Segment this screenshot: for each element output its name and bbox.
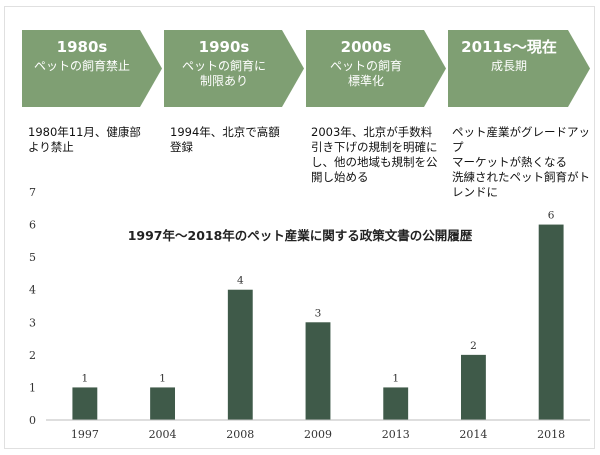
phase-arrow-1980s: 1980s ペットの飼育禁止 [22, 30, 162, 107]
x-tick-label-2013: 2013 [382, 428, 410, 441]
phase-arrow-2011s: 2011s〜現在 成長期 [448, 30, 590, 107]
bar-2014 [460, 354, 486, 420]
phase-note-1990s: 1994年、北京で高額 登録 [170, 125, 280, 154]
bar-2018 [538, 224, 564, 420]
data-label-2014: 2 [470, 340, 477, 352]
data-label-2013: 1 [392, 372, 399, 384]
phase-note-1980s: 1980年11月、健康部 より禁止 [28, 125, 141, 154]
y-axis: 0 1 2 3 4 5 6 7 [29, 186, 36, 427]
y-tick-label: 6 [29, 219, 36, 232]
phase-policy: ペットの飼育禁止 [33, 59, 130, 73]
y-tick-label: 2 [29, 349, 36, 362]
x-tick-label-2009: 2009 [304, 428, 332, 441]
y-tick-label: 1 [29, 381, 36, 394]
phase-period: 1980s [56, 38, 108, 56]
bar-1997 [72, 387, 98, 420]
x-tick-label-2008: 2008 [226, 428, 254, 441]
phase-period: 2011s〜現在 [461, 38, 557, 56]
data-label-2009: 3 [315, 307, 322, 319]
x-tick-label-2014: 2014 [459, 428, 487, 441]
x-tick-label-2004: 2004 [149, 428, 177, 441]
x-tick-label-1997: 1997 [71, 428, 99, 441]
bar-2004 [150, 387, 176, 420]
y-tick-label: 0 [29, 414, 36, 427]
bars [72, 224, 564, 420]
data-label-2008: 4 [237, 275, 244, 287]
bar-2009 [305, 322, 331, 420]
y-tick-label: 5 [29, 251, 36, 264]
phase-policy: 成長期 [490, 59, 527, 73]
data-label-2018: 6 [548, 210, 555, 222]
bar-2013 [383, 387, 409, 420]
content-frame [4, 6, 595, 449]
data-label-2004: 1 [159, 372, 166, 384]
chart-title: 1997年〜2018年のペット産業に関する政策文書の公開履歴 [128, 228, 473, 243]
x-tick-label-2018: 2018 [537, 428, 565, 441]
policy-timeline: 1980s ペットの飼育禁止 1990s ペットの飼育に 制限あり 2000s … [0, 0, 600, 199]
policy-documents-bar-chart: 1997年〜2018年のペット産業に関する政策文書の公開履歴 01234567 … [29, 186, 590, 441]
phase-period: 2000s [340, 38, 392, 56]
data-label-1997: 1 [82, 372, 89, 384]
y-tick-label: 4 [29, 284, 36, 297]
phase-note-2000s: 2003年、北京が手数料 引き下げの規制を明確に し、他の地域も規制を公 開し始… [311, 125, 438, 184]
phase-policy: ペットの飼育に 制限あり [181, 59, 266, 88]
bar-2008 [227, 289, 253, 420]
y-tick-label: 7 [29, 186, 36, 199]
phase-period: 1990s [198, 38, 250, 56]
data-labels: 1 1 4 3 1 2 6 [82, 210, 555, 385]
phase-arrow-2000s: 2000s ペットの飼育 標準化 [306, 30, 446, 107]
y-tick-label: 3 [29, 316, 36, 329]
phase-arrow-1990s: 1990s ペットの飼育に 制限あり [164, 30, 304, 107]
x-axis: 1997 2004 2008 2009 2013 2014 2018 [71, 428, 565, 441]
phase-note-2011s: ペット産業がグレードアップ マーケットが熱くなる 洗練されたペット飼育がト レン… [452, 125, 590, 199]
phase-policy: ペットの飼育 標準化 [329, 59, 402, 88]
